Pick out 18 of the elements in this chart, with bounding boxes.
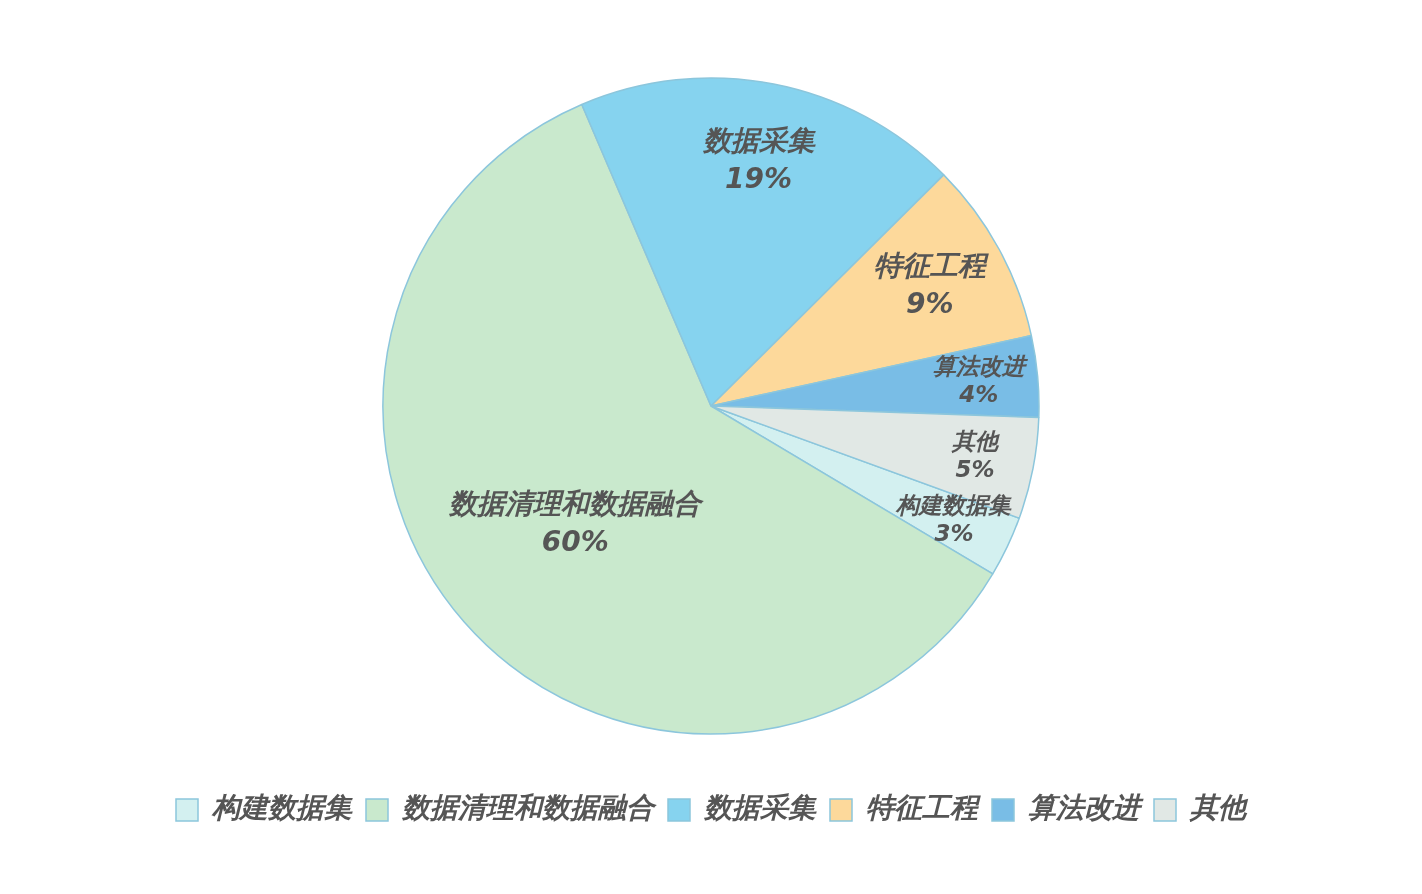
legend-label: 特征工程 <box>866 791 981 825</box>
data-label: 60% <box>541 525 609 559</box>
legend-label: 其他 <box>1189 791 1249 825</box>
slice-label: 数据清理和数据融合 <box>448 487 705 521</box>
data-label: 5% <box>955 456 995 483</box>
slice-label: 算法改进 <box>932 352 1029 379</box>
slice-label: 特征工程 <box>873 248 989 282</box>
slice-label: 数据采集 <box>701 123 816 157</box>
data-label: 9% <box>906 286 954 320</box>
data-label: 4% <box>958 380 999 407</box>
slice-label: 构建数据集 <box>895 492 1013 519</box>
legend-label: 数据采集 <box>703 791 817 825</box>
data-label: 3% <box>934 520 974 547</box>
data-label: 19% <box>725 161 793 195</box>
legend-label: 算法改进 <box>1028 791 1144 825</box>
legend-label: 构建数据集 <box>211 791 353 825</box>
slice-label: 其他 <box>951 428 1001 455</box>
legend-label: 数据清理和数据融合 <box>401 791 657 825</box>
